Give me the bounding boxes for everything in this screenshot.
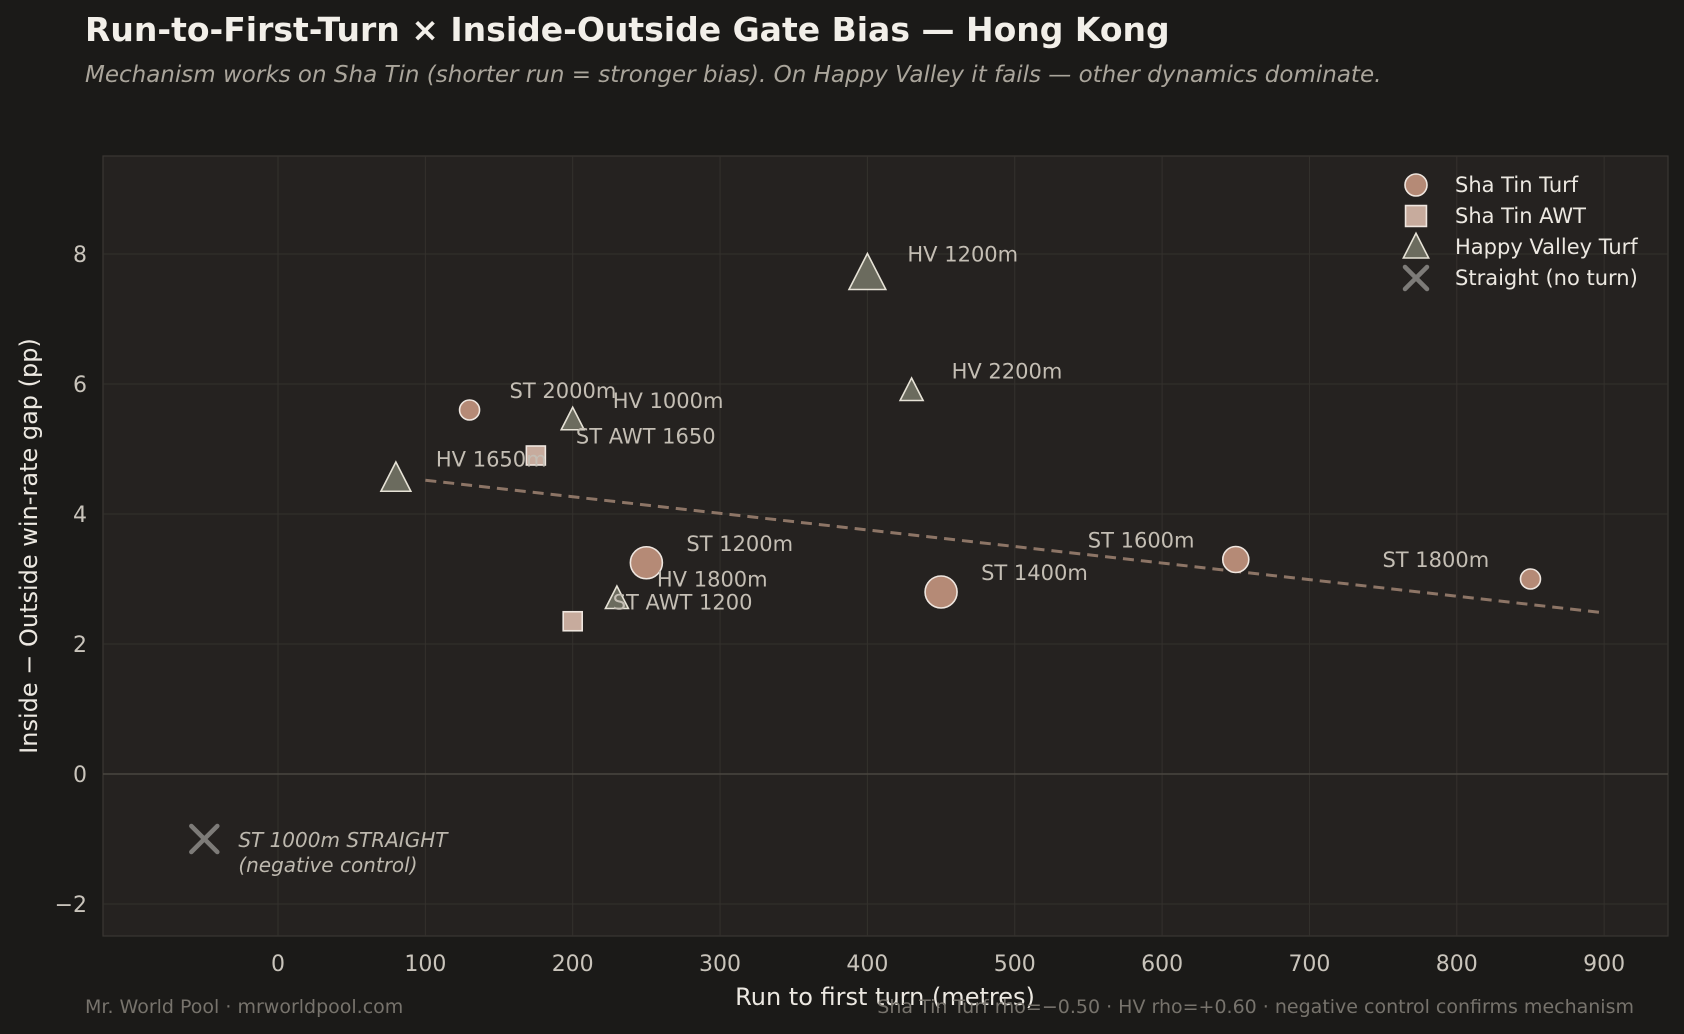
legend-label: Straight (no turn): [1455, 266, 1638, 290]
x-tick-label: 600: [1141, 952, 1183, 977]
x-tick-label: 900: [1583, 952, 1625, 977]
legend: Sha Tin Turf Sha Tin AWT Happy Valley Turf…: [1402, 173, 1638, 292]
x-tick-label: 0: [271, 952, 285, 977]
x-tick-label: 700: [1288, 952, 1330, 977]
data-point: [604, 584, 630, 610]
data-point: [458, 399, 481, 421]
legend-label: Sha Tin Turf: [1455, 173, 1579, 197]
data-point: [562, 610, 584, 632]
legend-label: Sha Tin AWT: [1455, 204, 1586, 228]
legend-item: Happy Valley Turf: [1402, 231, 1638, 259]
point-label: ST 2000m: [510, 379, 617, 403]
data-point: [1221, 545, 1250, 574]
x-tick-label: 200: [552, 952, 594, 977]
legend-marker: [1404, 173, 1428, 197]
legend-item: Sha Tin AWT: [1404, 204, 1586, 228]
data-point: [847, 251, 888, 291]
point-label: HV 1200m: [907, 243, 1018, 267]
point-label: ST AWT 1650: [576, 425, 716, 449]
y-tick-label: 6: [73, 373, 87, 398]
legend-label: Happy Valley Turf: [1455, 235, 1638, 259]
x-tick-label: 300: [699, 952, 741, 977]
footer-credit: Mr. World Pool · mrworldpool.com: [85, 996, 404, 1018]
point-label: HV 2200m: [952, 360, 1063, 384]
data-point: [898, 376, 925, 402]
point-label: HV 1000m: [613, 389, 724, 413]
legend-item: Sha Tin Turf: [1404, 173, 1579, 197]
data-point: [1519, 568, 1542, 590]
legend-item: Straight (no turn): [1402, 264, 1638, 292]
y-axis-label: Inside − Outside win-rate gap (pp): [15, 338, 43, 754]
legend-marker: [1402, 231, 1430, 259]
x-marker-stroke: [1402, 264, 1430, 292]
x-axis-label: Run to first turn (metres): [735, 983, 1035, 1011]
point-label: ST 1400m: [981, 561, 1088, 585]
data-point: [525, 445, 547, 466]
x-tick-labels: 0 100 200 300 400 500 600 700 800 900: [271, 952, 1625, 977]
legend-marker: [1402, 264, 1430, 292]
data-point: [379, 460, 413, 493]
data-point: [924, 575, 958, 609]
data-point: [559, 405, 586, 431]
y-tick-label: 0: [73, 763, 87, 788]
point-label: (negative control): [238, 853, 417, 877]
data-point: [629, 545, 664, 580]
data-point: [189, 823, 220, 855]
point-label: ST 1200m: [686, 532, 793, 556]
footer-note: Sha Tin Turf rho=−0.50 · HV rho=+0.60 · …: [877, 996, 1634, 1018]
point-label: ST AWT 1200: [613, 590, 753, 614]
legend-marker: [1404, 204, 1428, 228]
point-label: HV 1650m: [436, 447, 547, 471]
x-tick-label: 100: [404, 952, 446, 977]
x-tick-label: 800: [1436, 952, 1478, 977]
x-tick-label: 500: [994, 952, 1036, 977]
y-tick-labels: −2 0 2 4 6 8: [55, 243, 87, 918]
point-label: ST 1800m: [1382, 548, 1489, 572]
chart-subtitle: Mechanism works on Sha Tin (shorter run …: [85, 62, 1382, 88]
x-marker-stroke: [189, 823, 220, 855]
y-tick-label: −2: [55, 893, 87, 918]
y-tick-label: 8: [73, 243, 87, 268]
chart-title: Run-to-First-Turn × Inside-Outside Gate …: [85, 10, 1170, 49]
y-tick-label: 4: [73, 503, 87, 528]
data-points: [189, 251, 1542, 855]
y-tick-label: 2: [73, 633, 87, 658]
plot-area: [102, 155, 1669, 937]
point-label: HV 1800m: [657, 568, 768, 592]
x-tick-label: 400: [846, 952, 888, 977]
point-label: ST 1000m STRAIGHT: [238, 828, 449, 852]
point-label: ST 1600m: [1088, 529, 1195, 553]
